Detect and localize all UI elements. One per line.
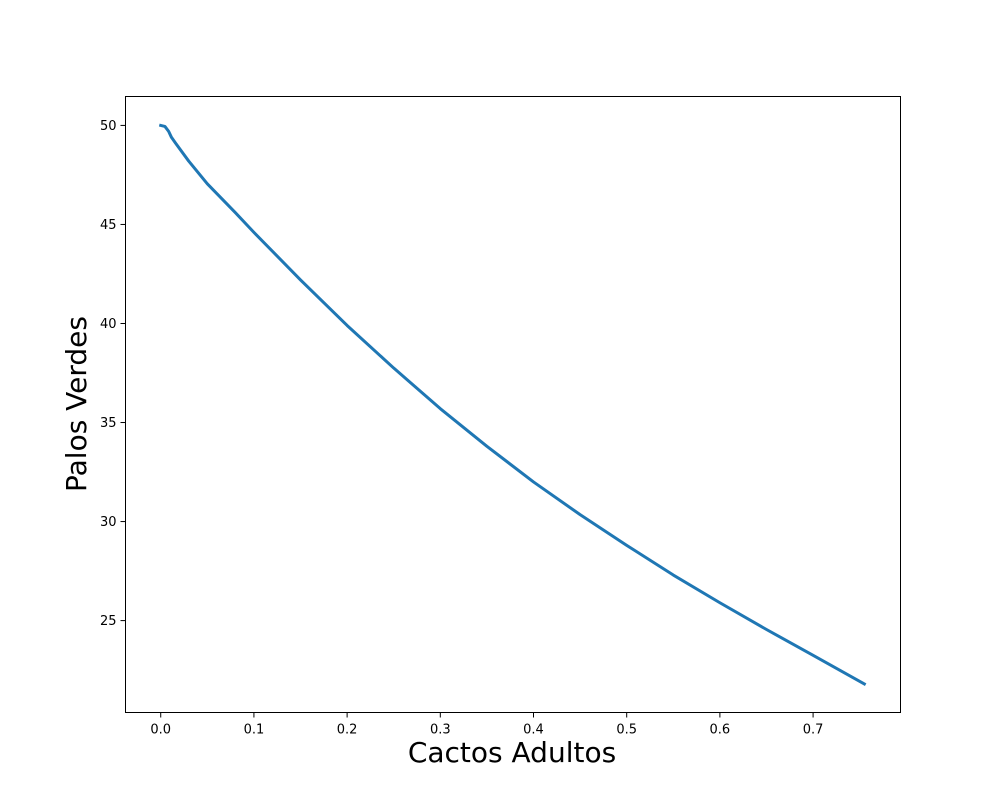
x-tick-label: 0.4 — [523, 723, 544, 738]
series-line-trajectory — [158, 123, 867, 687]
x-tick-label: 0.2 — [337, 723, 358, 738]
x-axis-title: Cactos Adultos — [408, 736, 616, 769]
x-tick-label: 0.1 — [244, 723, 265, 738]
x-tick-label: 0.3 — [430, 723, 451, 738]
y-axis: 25 30 35 40 45 50 — [100, 119, 126, 629]
y-axis-title: Palos Verdes — [60, 316, 93, 492]
plot-frame — [125, 96, 901, 713]
x-tick-label: 0.7 — [803, 723, 824, 738]
y-tick-label: 35 — [100, 416, 117, 431]
x-tick-label: 0.0 — [150, 723, 171, 738]
x-tick-label: 0.6 — [710, 723, 731, 738]
y-tick-label: 50 — [100, 119, 117, 134]
series-layer — [158, 123, 867, 687]
x-tick-label: 0.5 — [616, 723, 637, 738]
y-tick-label: 45 — [100, 218, 117, 233]
plot-area — [125, 96, 901, 713]
x-axis: 0.0 0.1 0.2 0.3 0.4 0.5 0.6 0.7 — [150, 712, 824, 738]
y-tick-label: 40 — [100, 317, 117, 332]
y-tick-label: 30 — [100, 515, 117, 530]
y-tick-label: 25 — [100, 614, 117, 629]
